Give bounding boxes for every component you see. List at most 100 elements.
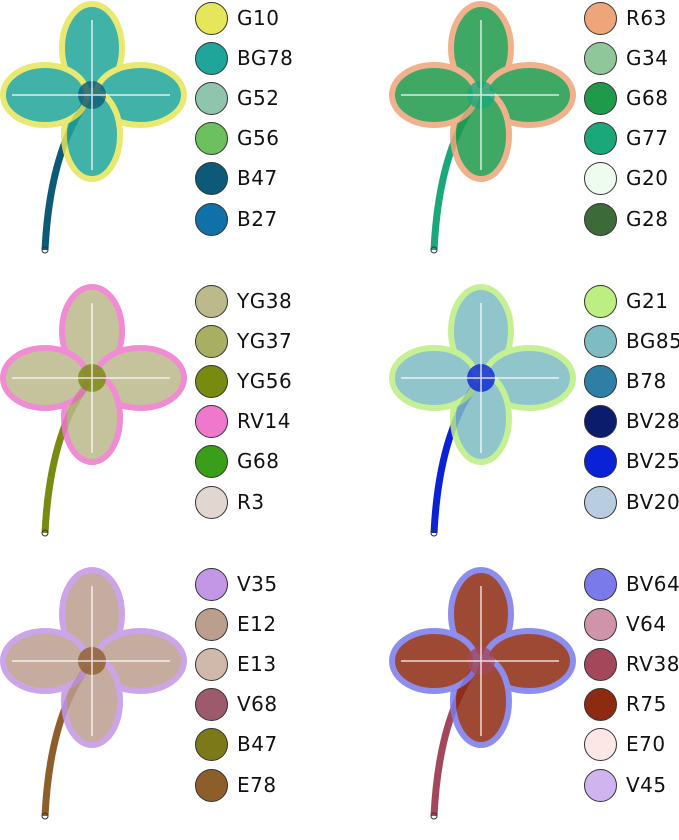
swatch-code: RV14 [237, 409, 291, 433]
swatch-circle [584, 768, 617, 802]
swatch-circle [195, 727, 228, 761]
color-swatch: BV64 [584, 566, 679, 602]
clover-illustration [389, 1, 576, 254]
swatch-circle [195, 284, 228, 318]
clover-panel: YG38 YG37 YG56 RV14 G68 R3 [0, 283, 339, 557]
swatch-circle [584, 364, 617, 398]
swatch-circle [195, 485, 228, 519]
clover-illustration [0, 1, 187, 254]
swatch-circle [584, 284, 617, 318]
swatch-code: V35 [237, 572, 278, 596]
swatch-code: BV28 [626, 409, 679, 433]
swatch-circle [195, 364, 228, 398]
color-swatch: BG78 [195, 40, 293, 76]
swatch-code: B47 [237, 166, 278, 190]
swatch-circle [584, 81, 617, 115]
color-swatch: G21 [584, 283, 668, 319]
swatch-code: BV64 [626, 572, 679, 596]
color-swatch: R75 [584, 686, 667, 722]
swatch-code: G68 [237, 449, 280, 473]
swatch-code: G77 [626, 126, 669, 150]
color-swatch: B27 [195, 201, 278, 237]
swatch-code: E12 [237, 612, 277, 636]
swatch-circle [584, 687, 617, 721]
swatch-code: G34 [626, 46, 669, 70]
color-swatch: E13 [195, 646, 277, 682]
color-swatch: G10 [195, 0, 279, 36]
swatch-circle [195, 41, 228, 75]
swatch-circle [195, 324, 228, 358]
color-swatch: BV25 [584, 443, 679, 479]
color-swatch: R3 [195, 484, 265, 520]
swatch-circle [195, 444, 228, 478]
swatch-code: V45 [626, 773, 667, 797]
color-swatch: YG38 [195, 283, 292, 319]
swatch-code: BG85 [626, 329, 679, 353]
swatch-code: BV25 [626, 449, 679, 473]
swatch-circle [584, 444, 617, 478]
swatch-circle [195, 121, 228, 155]
color-swatch: V45 [584, 767, 667, 803]
clover-panel: G10 BG78 G52 G56 B47 B27 [0, 0, 339, 274]
swatch-code: G56 [237, 126, 280, 150]
color-swatch: RV38 [584, 646, 679, 682]
swatch-code: V68 [237, 692, 278, 716]
swatch-code: YG37 [237, 329, 293, 353]
swatch-code: G52 [237, 86, 280, 110]
clover-panel: R63 G34 G68 G77 G20 G28 [389, 0, 679, 274]
color-swatch: G77 [584, 120, 668, 156]
color-swatch: G52 [195, 80, 279, 116]
color-swatch: R63 [584, 0, 667, 36]
clover-panel: BV64 V64 RV38 R75 E70 V45 [389, 566, 679, 840]
swatch-code: YG56 [237, 369, 293, 393]
swatch-code: B47 [237, 732, 278, 756]
color-swatch: G68 [195, 443, 279, 479]
swatch-code: BG78 [237, 46, 294, 70]
swatch-circle [195, 768, 228, 802]
color-swatch: B47 [195, 726, 278, 762]
color-swatch: RV14 [195, 403, 291, 439]
clover-illustration [389, 567, 576, 820]
color-swatch: V35 [195, 566, 278, 602]
swatch-circle [584, 404, 617, 438]
swatch-circle [195, 687, 228, 721]
swatch-circle [584, 121, 617, 155]
swatch-circle [584, 1, 617, 35]
color-swatch: V68 [195, 686, 278, 722]
color-swatch: E78 [195, 767, 277, 803]
swatch-code: RV38 [626, 652, 679, 676]
color-swatch: BG85 [584, 323, 679, 359]
swatch-code: B27 [237, 207, 278, 231]
swatch-circle [584, 647, 617, 681]
clover-illustration [0, 284, 187, 537]
swatch-circle [195, 607, 228, 641]
color-swatch: B47 [195, 160, 278, 196]
color-swatch: B78 [584, 363, 667, 399]
color-swatch: YG37 [195, 323, 292, 359]
swatch-circle [584, 202, 617, 236]
swatch-code: G10 [237, 6, 280, 30]
swatch-code: G21 [626, 289, 669, 313]
swatch-code: V64 [626, 612, 667, 636]
color-swatch: BV28 [584, 403, 679, 439]
clover-illustration [0, 567, 187, 820]
color-swatch: V64 [584, 606, 667, 642]
color-swatch: G28 [584, 201, 668, 237]
swatch-code: YG38 [237, 289, 293, 313]
swatch-code: G68 [626, 86, 669, 110]
swatch-circle [584, 161, 617, 195]
swatch-code: R3 [237, 490, 265, 514]
swatch-code: R63 [626, 6, 667, 30]
swatch-code: B78 [626, 369, 667, 393]
swatch-circle [195, 647, 228, 681]
swatch-circle [584, 607, 617, 641]
swatch-code: E70 [626, 732, 666, 756]
swatch-circle [195, 161, 228, 195]
swatch-circle [584, 324, 617, 358]
swatch-circle [195, 81, 228, 115]
clover-illustration [389, 284, 576, 537]
clover-panel: V35 E12 E13 V68 B47 E78 [0, 566, 339, 840]
swatch-circle [195, 202, 228, 236]
swatch-circle [195, 567, 228, 601]
color-swatch: YG56 [195, 363, 292, 399]
